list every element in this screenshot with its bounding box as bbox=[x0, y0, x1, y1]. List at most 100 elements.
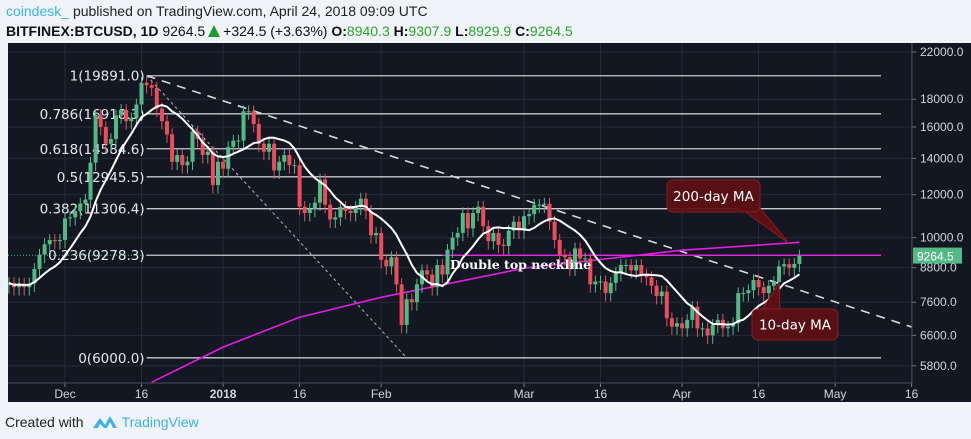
annotation-callout: 200-day MA bbox=[666, 179, 790, 244]
candle-body bbox=[358, 198, 363, 207]
low-value: 8929.9 bbox=[468, 23, 512, 39]
candle-body bbox=[241, 111, 246, 141]
candle-body bbox=[231, 140, 236, 147]
candle-body bbox=[598, 281, 603, 283]
candle-body bbox=[139, 82, 144, 105]
candle-body bbox=[588, 258, 593, 285]
candle-body bbox=[471, 213, 475, 229]
candle-body bbox=[328, 204, 333, 220]
candle-body bbox=[644, 274, 649, 278]
candle-body bbox=[404, 299, 409, 325]
candle-body bbox=[369, 210, 373, 236]
candle-body bbox=[761, 287, 766, 294]
x-tick-label: May bbox=[824, 387, 847, 401]
candle-body bbox=[613, 273, 618, 283]
candle-body bbox=[175, 155, 180, 162]
last-price-tag bbox=[913, 247, 962, 264]
candle-body bbox=[715, 319, 720, 325]
candle-body bbox=[42, 244, 47, 255]
annotation-callout: 10-day MA bbox=[751, 281, 839, 341]
callout-box bbox=[666, 179, 761, 213]
candle-body bbox=[353, 206, 358, 214]
candle-body bbox=[57, 239, 62, 242]
candle-body bbox=[180, 155, 185, 166]
candle-body bbox=[272, 143, 277, 171]
y-tick-label: 10000.0 bbox=[920, 231, 964, 245]
candle-body bbox=[476, 206, 481, 214]
candle-body bbox=[251, 111, 256, 125]
neckline-label: Double top neckline bbox=[450, 257, 591, 272]
candle-body bbox=[766, 285, 771, 294]
candle-body bbox=[333, 217, 338, 220]
fib-level-label: 0.5(12945.5) bbox=[57, 170, 145, 186]
publish-info: coindesk_ published on TradingView.com, … bbox=[6, 3, 428, 19]
x-tick-label: Dec bbox=[54, 387, 75, 401]
candle-body bbox=[124, 109, 129, 122]
candle-body bbox=[282, 155, 287, 162]
candle-body bbox=[797, 255, 802, 264]
candle-body bbox=[47, 239, 52, 245]
candle-body bbox=[256, 124, 261, 144]
candle-body bbox=[261, 143, 266, 152]
tradingview-link[interactable]: TradingView bbox=[121, 414, 199, 430]
open-value: 8940.3 bbox=[346, 23, 390, 39]
candle-body bbox=[542, 203, 547, 205]
candle-body bbox=[751, 280, 756, 291]
candle-body bbox=[603, 281, 608, 294]
candle-body bbox=[532, 204, 537, 215]
candle-body bbox=[374, 232, 379, 236]
candle-body bbox=[736, 293, 741, 324]
x-tick-label: 16 bbox=[752, 387, 766, 401]
candle-body bbox=[348, 210, 353, 214]
candle-body bbox=[323, 179, 328, 205]
y-tick-label: 16000.0 bbox=[920, 120, 964, 134]
candle-body bbox=[557, 239, 562, 255]
candle-body bbox=[618, 265, 623, 274]
candle-body bbox=[792, 263, 797, 268]
author-link[interactable]: coindesk_ bbox=[6, 3, 70, 19]
candle-body bbox=[394, 257, 399, 285]
candle-body bbox=[134, 104, 139, 119]
candle-body bbox=[746, 290, 751, 294]
candle-body bbox=[185, 161, 190, 166]
candle-body bbox=[98, 114, 103, 127]
candle-body bbox=[705, 328, 710, 336]
descending-trendline bbox=[146, 74, 912, 328]
candle-body bbox=[52, 239, 57, 242]
candle-body bbox=[573, 248, 577, 268]
low-label: L: bbox=[455, 23, 469, 39]
candle-body bbox=[690, 306, 695, 320]
candle-body bbox=[363, 198, 368, 211]
candle-body bbox=[771, 282, 776, 286]
fib-diagonal-line bbox=[146, 75, 408, 359]
candle-body bbox=[292, 165, 297, 167]
candle-body bbox=[782, 264, 787, 267]
candle-body bbox=[578, 248, 583, 259]
x-tick-label: 16 bbox=[594, 387, 608, 401]
tradingview-logo-icon bbox=[92, 416, 117, 428]
y-tick-label: 12000.0 bbox=[920, 188, 964, 202]
candle-body bbox=[486, 226, 491, 242]
candle-body bbox=[78, 203, 83, 211]
candle-body bbox=[200, 139, 205, 156]
candle-body bbox=[664, 291, 669, 319]
candle-body bbox=[639, 265, 644, 275]
candle-body bbox=[552, 221, 557, 240]
candle-body bbox=[409, 299, 414, 303]
candle-body bbox=[435, 265, 440, 288]
candle-body bbox=[68, 217, 73, 219]
open-label: O: bbox=[331, 23, 347, 39]
candle-body bbox=[154, 87, 159, 109]
candle-body bbox=[221, 161, 226, 169]
candle-body bbox=[450, 237, 455, 250]
y-tick-label: 7600.0 bbox=[920, 295, 957, 309]
candle-body bbox=[481, 206, 486, 227]
candle-body bbox=[756, 280, 761, 288]
published-text: published on TradingView.com, April 24, … bbox=[72, 3, 428, 19]
candle-body bbox=[159, 108, 164, 122]
candle-body bbox=[583, 258, 588, 260]
price-chart[interactable]: 1(19891.0) 0.786(16918.3) 0.618(14584.6) 0.… bbox=[8, 43, 971, 402]
candle-body bbox=[302, 206, 307, 214]
chart-panel[interactable]: 1(19891.0) 0.786(16918.3) 0.618(14584.6) 0.… bbox=[8, 43, 971, 402]
candle-body bbox=[608, 282, 613, 294]
